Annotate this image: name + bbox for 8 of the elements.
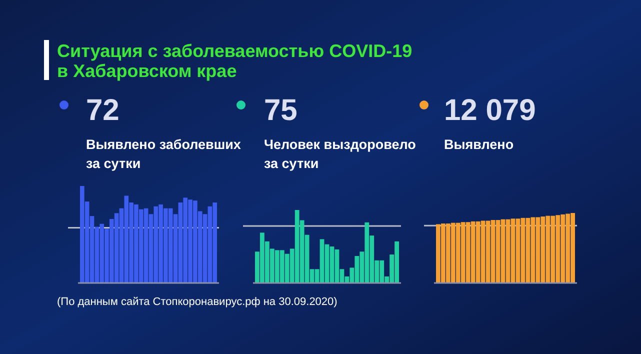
text: Ситуация с заболеваемостью COVID-19 в Хабаровском крае — [57, 41, 412, 81]
chart-subtitle: 12 079 — [444, 94, 536, 127]
chart-title: Человек выздоровело за сутки — [264, 137, 416, 171]
chart-title: Выявлено — [444, 137, 514, 152]
text: (По данным сайта Стопкоронавирус.рф на 30.09.2020) — [57, 296, 338, 308]
chart-subtitle: 75 — [264, 94, 298, 127]
chart-subtitle: 72 — [86, 94, 120, 127]
chart-title: Выявлено заболевших за сутки — [86, 137, 242, 171]
